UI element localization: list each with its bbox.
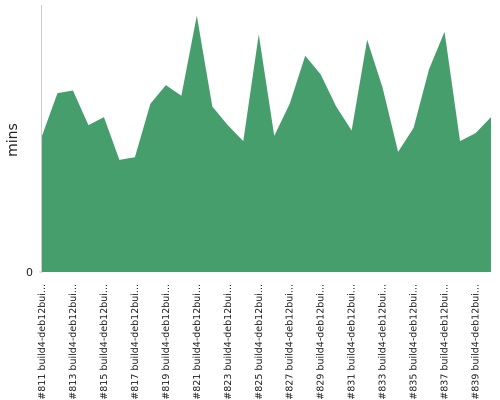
x-tick-label: #817 build4-deb12bui... bbox=[130, 284, 141, 400]
x-tick-label: #823 build4-deb12bui... bbox=[223, 284, 234, 400]
x-tick-label: #819 build4-deb12bui... bbox=[161, 284, 172, 400]
x-tick-label: #835 build4-deb12bui... bbox=[409, 284, 420, 400]
x-tick-label: #813 build4-deb12bui... bbox=[68, 284, 79, 400]
x-tick-label: #837 build4-deb12bui... bbox=[440, 284, 451, 400]
x-tick-label: #831 build4-deb12bui... bbox=[347, 284, 358, 400]
x-tick-label: #829 build4-deb12bui... bbox=[316, 284, 327, 400]
area bbox=[42, 15, 491, 273]
x-tick-label: #839 build4-deb12bui... bbox=[471, 284, 482, 400]
x-tick-label: #825 build4-deb12bui... bbox=[254, 284, 265, 400]
x-tick-label: #811 build4-deb12bui... bbox=[37, 284, 48, 400]
x-tick-label: #827 build4-deb12bui... bbox=[285, 284, 296, 400]
x-tick-label: #821 build4-deb12bui... bbox=[192, 284, 203, 400]
y-tick-label: 0 bbox=[26, 266, 33, 279]
x-tick-label: #815 build4-deb12bui... bbox=[99, 284, 110, 400]
x-tick-label: #833 build4-deb12bui... bbox=[378, 284, 389, 400]
y-axis-label: mins bbox=[5, 123, 21, 157]
